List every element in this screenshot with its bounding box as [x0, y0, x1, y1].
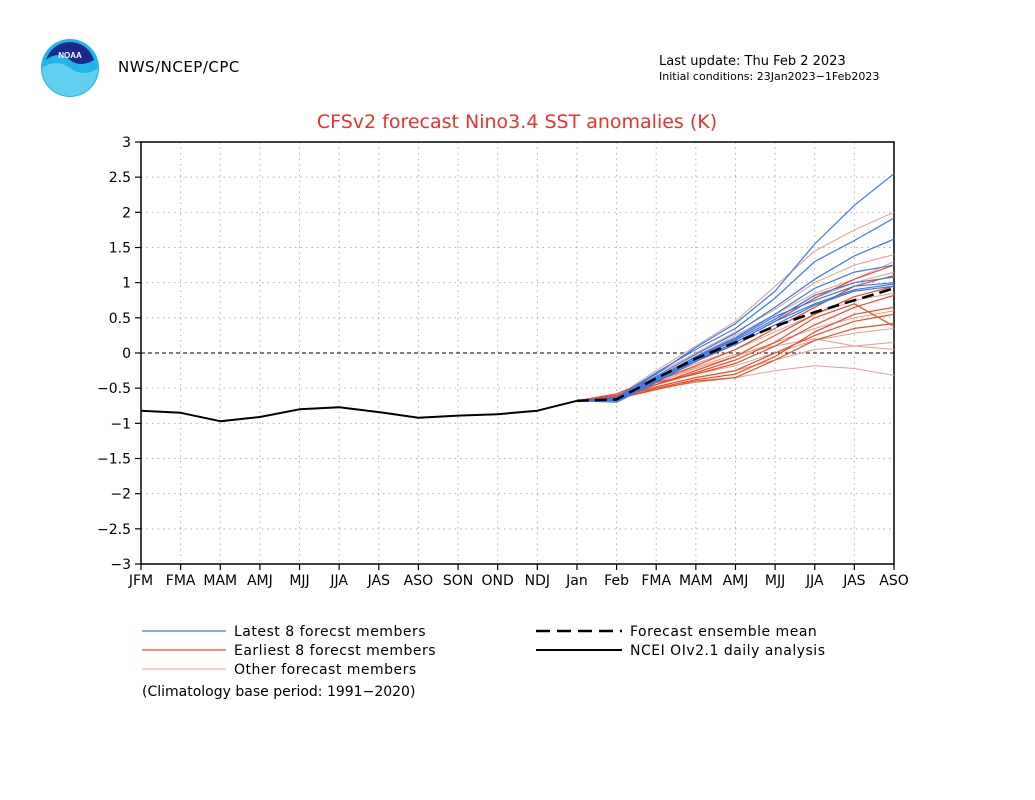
legend-earliest-label: Earliest 8 forecst members — [234, 643, 436, 659]
y-tick-label: −1 — [110, 416, 131, 432]
x-tick-label: Feb — [604, 573, 629, 589]
x-tick-label: ASO — [404, 573, 433, 589]
climatology-footnote: (Climatology base period: 1991−2020) — [142, 684, 416, 700]
y-tick-label: 2 — [122, 205, 131, 221]
y-tick-label: 2.5 — [109, 170, 131, 186]
x-tick-label: FMA — [641, 573, 671, 589]
agency-label: NWS/NCEP/CPC — [118, 58, 240, 76]
y-tick-label: −3 — [110, 557, 131, 573]
y-tick-label: −2 — [110, 487, 131, 503]
x-tick-label: JAS — [842, 573, 865, 589]
initial-conditions-label: Initial conditions: 23Jan2023−1Feb2023 — [659, 70, 880, 83]
x-tick-label: SON — [443, 573, 473, 589]
x-tick-label: MAM — [679, 573, 713, 589]
legend-mean-label: Forecast ensemble mean — [630, 624, 817, 640]
last-update-label: Last update: Thu Feb 2 2023 — [659, 54, 846, 69]
y-tick-label: 1.5 — [109, 241, 131, 257]
noaa-logo-wave — [42, 63, 98, 96]
y-tick-label: 1 — [122, 276, 131, 292]
chart-legend: Latest 8 forecst members Earliest 8 forec… — [142, 624, 826, 678]
latest-member-line — [576, 217, 895, 402]
y-tick-label: 3 — [122, 135, 131, 151]
x-tick-label: AMJ — [723, 573, 749, 589]
x-tick-label: AMJ — [247, 573, 273, 589]
x-tick-label: Jan — [565, 573, 588, 589]
y-tick-label: 0.5 — [109, 311, 131, 327]
y-tick-label: −2.5 — [97, 522, 131, 538]
x-tick-label: FMA — [166, 573, 196, 589]
x-tick-label: ASO — [879, 573, 908, 589]
legend-analysis-label: NCEI OIv2.1 daily analysis — [630, 643, 826, 659]
y-tick-label: 0 — [122, 346, 131, 362]
x-tick-label: JFM — [128, 573, 153, 589]
chart-series — [140, 173, 895, 423]
noaa-logo: NOAA — [41, 39, 99, 97]
x-tick-label: MJJ — [289, 573, 309, 589]
x-tick-label: NDJ — [525, 573, 550, 589]
latest-member-line — [576, 285, 895, 403]
noaa-logo-text: NOAA — [58, 51, 82, 60]
legend-other-label: Other forecast members — [234, 662, 417, 678]
y-tick-label: −0.5 — [97, 381, 131, 397]
analysis-line — [140, 399, 578, 423]
legend-latest-label: Latest 8 forecst members — [234, 624, 426, 640]
chart-title: CFSv2 forecast Nino3.4 SST anomalies (K) — [317, 111, 717, 133]
y-tick-label: −1.5 — [97, 452, 131, 468]
latest-member-line — [576, 173, 895, 402]
x-tick-label: MAM — [203, 573, 237, 589]
x-tick-label: JAS — [367, 573, 390, 589]
x-tick-label: OND — [482, 573, 514, 589]
noaa-logo-bird — [46, 42, 94, 64]
x-tick-label: JJA — [329, 573, 348, 589]
ensemble-mean-line — [576, 287, 895, 403]
x-tick-label: MJJ — [765, 573, 785, 589]
x-tick-label: JJA — [805, 573, 824, 589]
